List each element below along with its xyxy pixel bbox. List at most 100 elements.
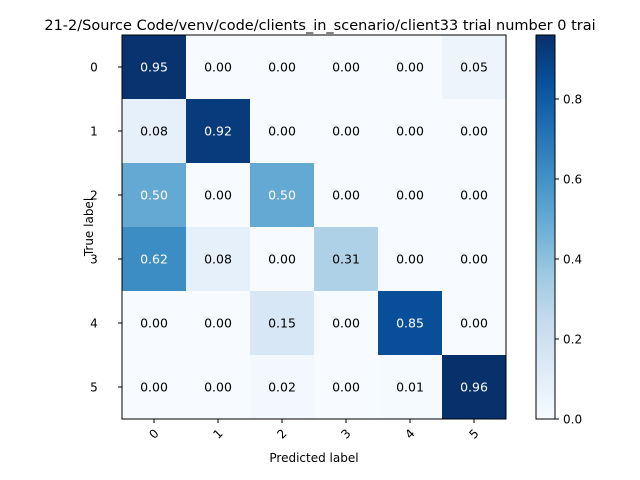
cell-value-label: 0.00 (204, 188, 232, 203)
cell-value-label: 0.92 (204, 124, 232, 139)
cell-value-label: 0.00 (332, 380, 360, 395)
heatmap-cell (186, 163, 250, 227)
cell-value-label: 0.15 (268, 316, 296, 331)
colorbar-tick-label: 0.8 (563, 93, 582, 107)
cell-value-label: 0.00 (332, 188, 360, 203)
heatmap-cell (378, 35, 442, 99)
y-tick-label: 5 (90, 381, 98, 395)
colorbar-tick-label: 0.6 (563, 173, 582, 187)
y-axis-ticks: 0 1 2 3 4 5 (90, 61, 122, 395)
heatmap-cell (250, 35, 314, 99)
cell-value-label: 0.85 (396, 316, 424, 331)
y-axis-label: True label (82, 198, 96, 257)
cell-value-label: 0.00 (140, 380, 168, 395)
cell-value-label: 0.00 (332, 60, 360, 75)
heatmap-cell (186, 99, 250, 163)
heatmap-cell (378, 355, 442, 419)
heatmap-cell (314, 355, 378, 419)
cell-value-label: 0.00 (460, 252, 488, 267)
cell-value-label: 0.62 (140, 252, 168, 267)
cell-value-label: 0.00 (204, 380, 232, 395)
heatmap-cell (122, 355, 186, 419)
cell-value-label: 0.00 (396, 188, 424, 203)
x-tick-label: 0 (146, 426, 161, 441)
cell-value-label: 0.00 (396, 60, 424, 75)
x-tick-label: 1 (210, 426, 225, 441)
heatmap-cell (186, 355, 250, 419)
x-axis-ticks: 0 1 2 3 4 5 (146, 419, 482, 442)
cell-value-label: 0.05 (460, 60, 488, 75)
heatmap-cell (442, 163, 506, 227)
x-tick-label: 3 (338, 426, 353, 441)
cell-value-label: 0.00 (204, 60, 232, 75)
colorbar-tick-label: 0.4 (563, 253, 582, 267)
cell-value-label: 0.00 (140, 316, 168, 331)
cell-value-label: 0.96 (460, 380, 488, 395)
cell-value-label: 0.08 (204, 252, 232, 267)
heatmap-cell (122, 163, 186, 227)
cell-value-label: 0.01 (396, 380, 424, 395)
heatmap-cell (122, 291, 186, 355)
cell-value-label: 0.00 (396, 124, 424, 139)
cell-value-label: 0.00 (460, 188, 488, 203)
cell-value-label: 0.50 (268, 188, 296, 203)
heatmap-cell (442, 227, 506, 291)
colorbar-tick-label: 0.0 (563, 413, 582, 427)
heatmap-cell (250, 291, 314, 355)
y-tick-label: 3 (90, 253, 98, 267)
chart-title: 21-2/Source Code/venv/code/clients_in_sc… (44, 18, 595, 34)
heatmap-cell (378, 163, 442, 227)
heatmap-cell (442, 99, 506, 163)
cell-value-label: 0.00 (460, 316, 488, 331)
y-tick-label: 1 (90, 125, 98, 139)
y-tick-label: 4 (90, 317, 98, 331)
heatmap-cell (442, 355, 506, 419)
x-axis-label: Predicted label (269, 451, 358, 465)
cell-value-label: 0.08 (140, 124, 168, 139)
cell-value-label: 0.00 (332, 124, 360, 139)
heatmap-cell (122, 227, 186, 291)
heatmap-cell (250, 227, 314, 291)
cell-value-label: 0.00 (396, 252, 424, 267)
heatmap-cell-labels: 0.95 0.00 0.00 0.00 0.00 0.05 0.08 0.92 0.00 0.00… (140, 60, 488, 395)
heatmap-cells (122, 35, 506, 419)
heatmap-cell (378, 227, 442, 291)
heatmap-cell (186, 291, 250, 355)
cell-value-label: 0.31 (332, 252, 360, 267)
cell-value-label: 0.00 (332, 316, 360, 331)
y-tick-label: 0 (90, 61, 98, 75)
heatmap-cell (378, 291, 442, 355)
heatmap-cell (250, 355, 314, 419)
heatmap-cell (250, 163, 314, 227)
cell-value-label: 0.50 (140, 188, 168, 203)
heatmap-cell (314, 291, 378, 355)
heatmap-cell (250, 99, 314, 163)
cell-value-label: 0.00 (268, 124, 296, 139)
cell-value-label: 0.00 (204, 316, 232, 331)
cell-value-label: 0.00 (268, 60, 296, 75)
heatmap-cell (314, 99, 378, 163)
heatmap-cell (378, 99, 442, 163)
heatmap-cell (122, 35, 186, 99)
colorbar-tick-label: 0.2 (563, 333, 582, 347)
x-tick-label: 5 (466, 426, 481, 441)
cell-value-label: 0.95 (140, 60, 168, 75)
heatmap-cell (186, 35, 250, 99)
heatmap-cell (442, 35, 506, 99)
cell-value-label: 0.00 (268, 252, 296, 267)
cell-value-label: 0.00 (460, 124, 488, 139)
heatmap-cell (314, 35, 378, 99)
x-tick-label: 4 (402, 426, 417, 441)
heatmap-cell (186, 227, 250, 291)
heatmap-cell (122, 99, 186, 163)
heatmap-cell (314, 227, 378, 291)
cell-value-label: 0.02 (268, 380, 296, 395)
colorbar (535, 34, 556, 420)
y-tick-label: 2 (90, 189, 98, 203)
heatmap-cell (442, 291, 506, 355)
plot-frame (121, 34, 507, 420)
colorbar-ticks: 0.0 0.2 0.4 0.6 0.8 (555, 93, 582, 427)
x-tick-label: 2 (274, 426, 289, 441)
heatmap-cell (314, 163, 378, 227)
